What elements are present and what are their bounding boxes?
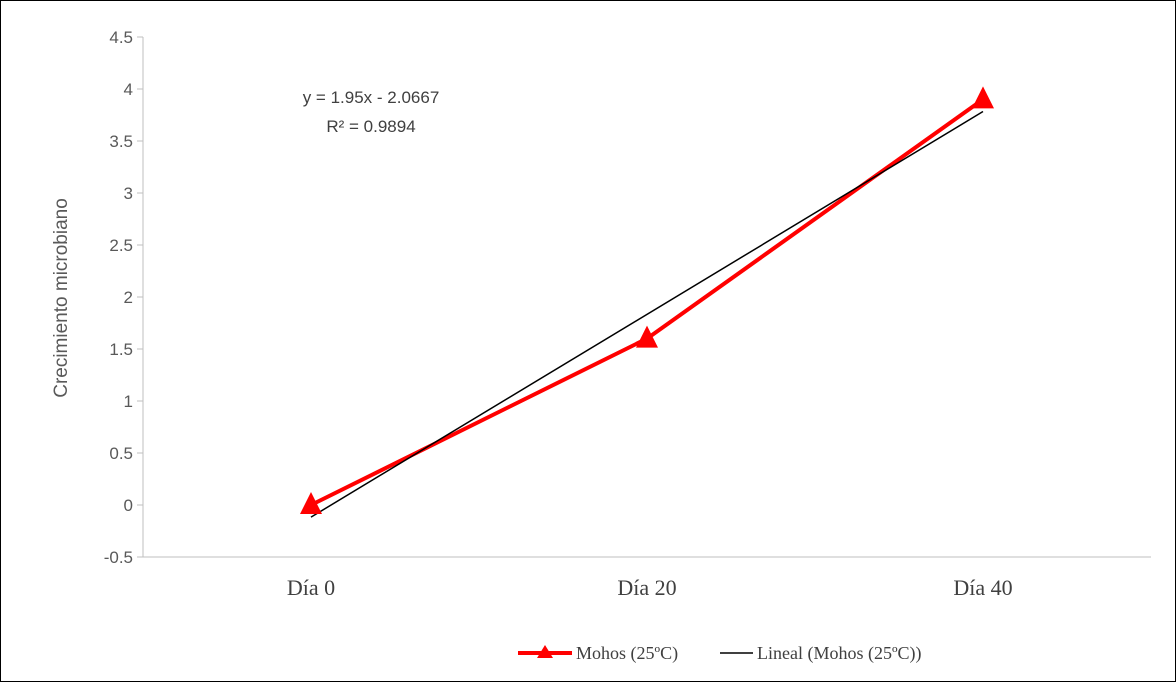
plot-area: -0.5 0 0.5 1 1.5 2 2.5 3 3.5 4 4.5 Día 0 Día 20 Día 4…	[104, 28, 1151, 600]
series-mohos-marker	[300, 492, 322, 514]
y-tick-label: -0.5	[104, 548, 133, 567]
y-tick-label: 3.5	[109, 132, 133, 151]
y-tick-label: 4.5	[109, 28, 133, 47]
trendline-equation: y = 1.95x - 2.0667	[303, 88, 440, 107]
y-tick-label: 2	[124, 288, 133, 307]
y-tick-label: 1.5	[109, 340, 133, 359]
legend-swatch-mohos-marker	[537, 645, 553, 658]
x-category-label: Día 20	[617, 575, 676, 600]
trendline-r-squared: R² = 0.9894	[326, 117, 415, 136]
series-mohos-marker	[972, 86, 994, 109]
legend-label-mohos: Mohos (25ºC)	[576, 643, 678, 664]
y-tick-label: 0.5	[109, 444, 133, 463]
y-tick-label: 1	[124, 392, 133, 411]
y-tick-label: 2.5	[109, 236, 133, 255]
trendline-lineal	[310, 110, 984, 518]
series-mohos-marker	[636, 325, 658, 348]
y-axis-title: Crecimiento microbiano	[51, 198, 72, 398]
legend: Mohos (25ºC) Lineal (Mohos (25ºC))	[518, 643, 922, 664]
x-category-label: Día 0	[287, 575, 335, 600]
y-tick-label: 0	[124, 496, 133, 515]
series-mohos-line	[310, 97, 985, 507]
legend-label-lineal: Lineal (Mohos (25ºC))	[757, 643, 922, 664]
y-tick-label: 3	[124, 184, 133, 203]
y-tick-label: 4	[124, 80, 133, 99]
x-category-label: Día 40	[953, 575, 1012, 600]
